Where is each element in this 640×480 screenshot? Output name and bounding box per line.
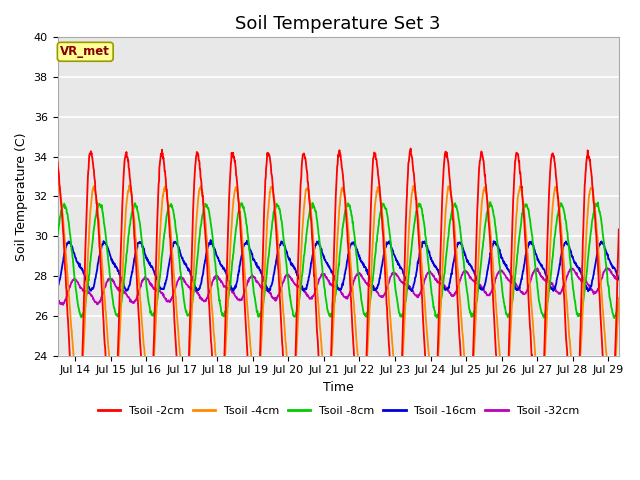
Text: VR_met: VR_met <box>60 45 110 58</box>
X-axis label: Time: Time <box>323 381 353 394</box>
Y-axis label: Soil Temperature (C): Soil Temperature (C) <box>15 132 28 261</box>
Title: Soil Temperature Set 3: Soil Temperature Set 3 <box>236 15 441 33</box>
Legend: Tsoil -2cm, Tsoil -4cm, Tsoil -8cm, Tsoil -16cm, Tsoil -32cm: Tsoil -2cm, Tsoil -4cm, Tsoil -8cm, Tsoi… <box>93 401 583 420</box>
